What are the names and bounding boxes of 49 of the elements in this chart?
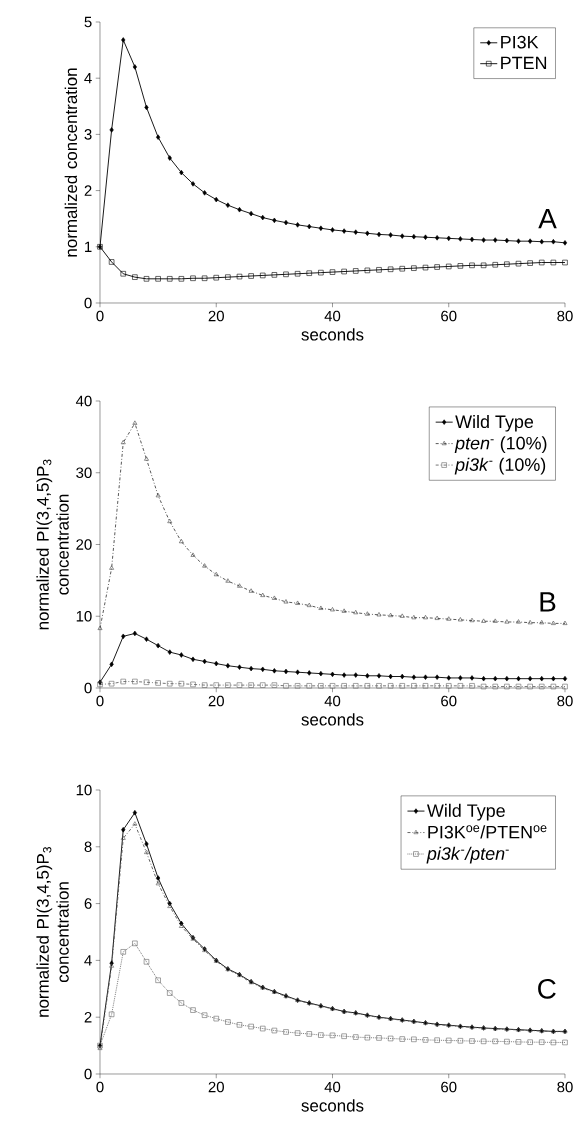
legend-label: PTEN — [501, 56, 547, 70]
x-tick-label: 20 — [208, 695, 224, 707]
x-axis-title: seconds — [301, 1099, 364, 1112]
y-tick-label: 20 — [76, 539, 92, 550]
y-tick-label: 5 — [84, 16, 92, 28]
legend-label: Wild Type — [455, 414, 534, 432]
x-tick-label: 40 — [324, 695, 341, 707]
x-tick-label: 80 — [557, 1081, 573, 1093]
legend-label: Wild Type — [426, 803, 505, 821]
y-tick-label: 3 — [84, 129, 92, 140]
x-tick-label: 40 — [324, 310, 341, 322]
x-tick-label: 40 — [324, 1081, 341, 1093]
annotation: C — [538, 978, 556, 999]
x-tick-label: 0 — [96, 310, 104, 322]
x-axis-title: seconds — [301, 713, 364, 726]
y-tick-label: 10 — [76, 610, 92, 622]
y-tick-label: 0 — [84, 297, 92, 309]
y-tick-label: 10 — [76, 784, 92, 796]
y-tick-label: 2 — [84, 1011, 92, 1023]
legend-label: pten$^{-}$ (10%) — [454, 436, 547, 454]
legend-label: pi3k$^{-}$ (10%) — [454, 457, 546, 475]
text: normalized PI(3,4,5)P$_{3}$ concentration — [36, 459, 69, 630]
y-tick-label: 4 — [84, 955, 92, 966]
annotation: B — [540, 592, 556, 612]
legend-label: pi3k$^{-}$/pten$^{-}$ — [426, 846, 509, 864]
x-tick-label: 0 — [96, 695, 104, 707]
text: normalized PI(3,4,5)P$_{3}$ concentration — [36, 847, 69, 1017]
y-tick-label: 8 — [84, 841, 92, 853]
x-tick-label: 60 — [441, 1081, 457, 1093]
y-tick-label: 6 — [84, 898, 92, 909]
y-tick-label: 2 — [84, 185, 92, 196]
x-tick-label: 60 — [441, 310, 457, 322]
annotation: A — [538, 209, 557, 229]
x-tick-label: 60 — [441, 695, 457, 707]
y-tick-label: 1 — [85, 241, 92, 252]
y-tick-label: 30 — [76, 467, 92, 479]
legend-label: PI3K — [501, 35, 539, 49]
legend-label: PI3K$^{oe}$/PTEN$^{oe}$ — [428, 825, 547, 839]
x-tick-label: 20 — [208, 1081, 224, 1093]
x-tick-label: 80 — [557, 310, 573, 322]
y-axis-title: normalized concentration — [64, 68, 78, 257]
y-tick-label: 0 — [84, 682, 92, 694]
x-tick-label: 0 — [96, 1081, 104, 1093]
y-tick-label: 0 — [84, 1068, 92, 1080]
y-tick-label: 40 — [75, 395, 92, 407]
x-tick-label: 20 — [208, 310, 224, 322]
y-tick-label: 4 — [84, 73, 92, 84]
x-axis-title: seconds — [301, 328, 364, 341]
x-tick-label: 80 — [557, 695, 573, 707]
